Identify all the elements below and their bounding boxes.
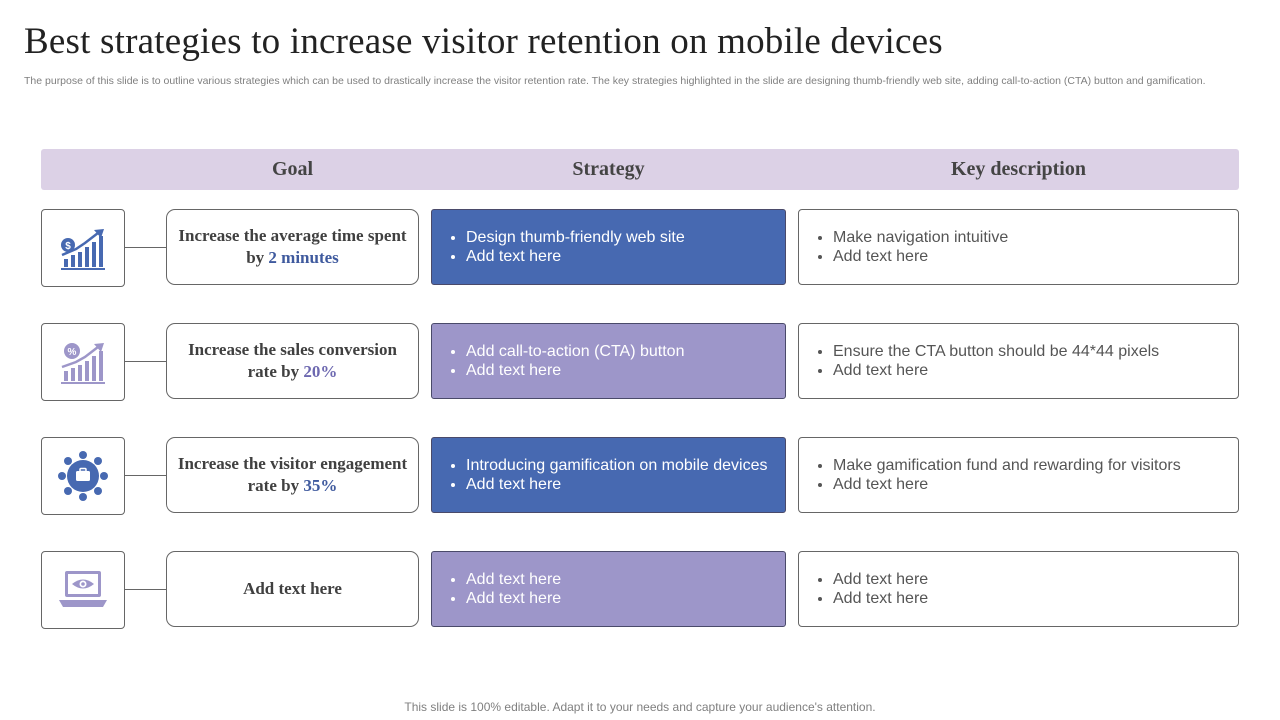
goal-icon-box: [41, 437, 125, 515]
goal-box: Add text here: [166, 551, 419, 627]
svg-text:%: %: [68, 347, 77, 358]
strategy-item: Add text here: [466, 589, 561, 608]
header-key-description: Key description: [951, 158, 1086, 180]
header-strategy: Strategy: [572, 158, 645, 180]
goal-box: Increase the sales conversion rate by 20…: [166, 323, 419, 399]
strategy-item: Add text here: [466, 475, 768, 494]
description-box: Make navigation intuitive Add text here: [798, 209, 1239, 285]
description-box: Add text here Add text here: [798, 551, 1239, 627]
connector-line: [124, 361, 166, 362]
team-engagement-icon: [58, 451, 108, 501]
table-row: Increase the visitor engagement rate by …: [0, 437, 1280, 515]
table-header: Goal Strategy Key description: [41, 149, 1239, 190]
description-box: Ensure the CTA button should be 44*44 pi…: [798, 323, 1239, 399]
goal-text: Increase the sales conversion rate by: [188, 340, 397, 381]
strategy-item: Add text here: [466, 361, 684, 380]
svg-text:$: $: [65, 241, 71, 252]
table-row: % Increase the sales conversion rate by …: [0, 323, 1280, 401]
strategy-item: Add text here: [466, 247, 685, 266]
page-subtitle: The purpose of this slide is to outline …: [24, 75, 1206, 87]
chart-growth-percent-icon: %: [61, 343, 105, 384]
goal-text: Increase the visitor engagement rate by: [177, 454, 408, 495]
strategy-box: Add call-to-action (CTA) button Add text…: [431, 323, 786, 399]
laptop-eye-icon: [59, 571, 107, 607]
connector-line: [124, 589, 166, 590]
footer-note: This slide is 100% editable. Adapt it to…: [404, 700, 876, 714]
goal-icon-box: [41, 551, 125, 629]
goal-text: Increase the average time spent by: [178, 226, 407, 267]
chart-growth-dollar-icon: $: [61, 229, 105, 270]
strategy-item: Add text here: [466, 570, 561, 589]
goal-icon-box: %: [41, 323, 125, 401]
goal-highlight: 35%: [303, 476, 338, 495]
goal-text: Add text here: [243, 579, 342, 598]
strategy-box: Introducing gamification on mobile devic…: [431, 437, 786, 513]
header-goal: Goal: [271, 158, 314, 180]
description-item: Ensure the CTA button should be 44*44 pi…: [833, 342, 1159, 361]
table-row: $ Increase the average time spent by 2 m…: [0, 209, 1280, 287]
strategy-box: Add text here Add text here: [431, 551, 786, 627]
description-item: Make gamification fund and rewarding for…: [833, 456, 1181, 475]
description-item: Add text here: [833, 475, 1181, 494]
page-title: Best strategies to increase visitor rete…: [24, 21, 943, 62]
goal-highlight: 2 minutes: [268, 248, 339, 267]
strategy-item: Design thumb-friendly web site: [466, 228, 685, 247]
goal-box: Increase the visitor engagement rate by …: [166, 437, 419, 513]
strategy-item: Introducing gamification on mobile devic…: [466, 456, 768, 475]
description-item: Add text here: [833, 247, 1008, 266]
goal-highlight: 20%: [303, 362, 338, 381]
description-box: Make gamification fund and rewarding for…: [798, 437, 1239, 513]
description-item: Add text here: [833, 589, 928, 608]
connector-line: [124, 475, 166, 476]
description-item: Make navigation intuitive: [833, 228, 1008, 247]
table-row: Add text here Add text here Add text her…: [0, 551, 1280, 629]
strategy-item: Add call-to-action (CTA) button: [466, 342, 684, 361]
description-item: Add text here: [833, 361, 1159, 380]
connector-line: [124, 247, 166, 248]
goal-icon-box: $: [41, 209, 125, 287]
goal-box: Increase the average time spent by 2 min…: [166, 209, 419, 285]
strategy-box: Design thumb-friendly web site Add text …: [431, 209, 786, 285]
description-item: Add text here: [833, 570, 928, 589]
